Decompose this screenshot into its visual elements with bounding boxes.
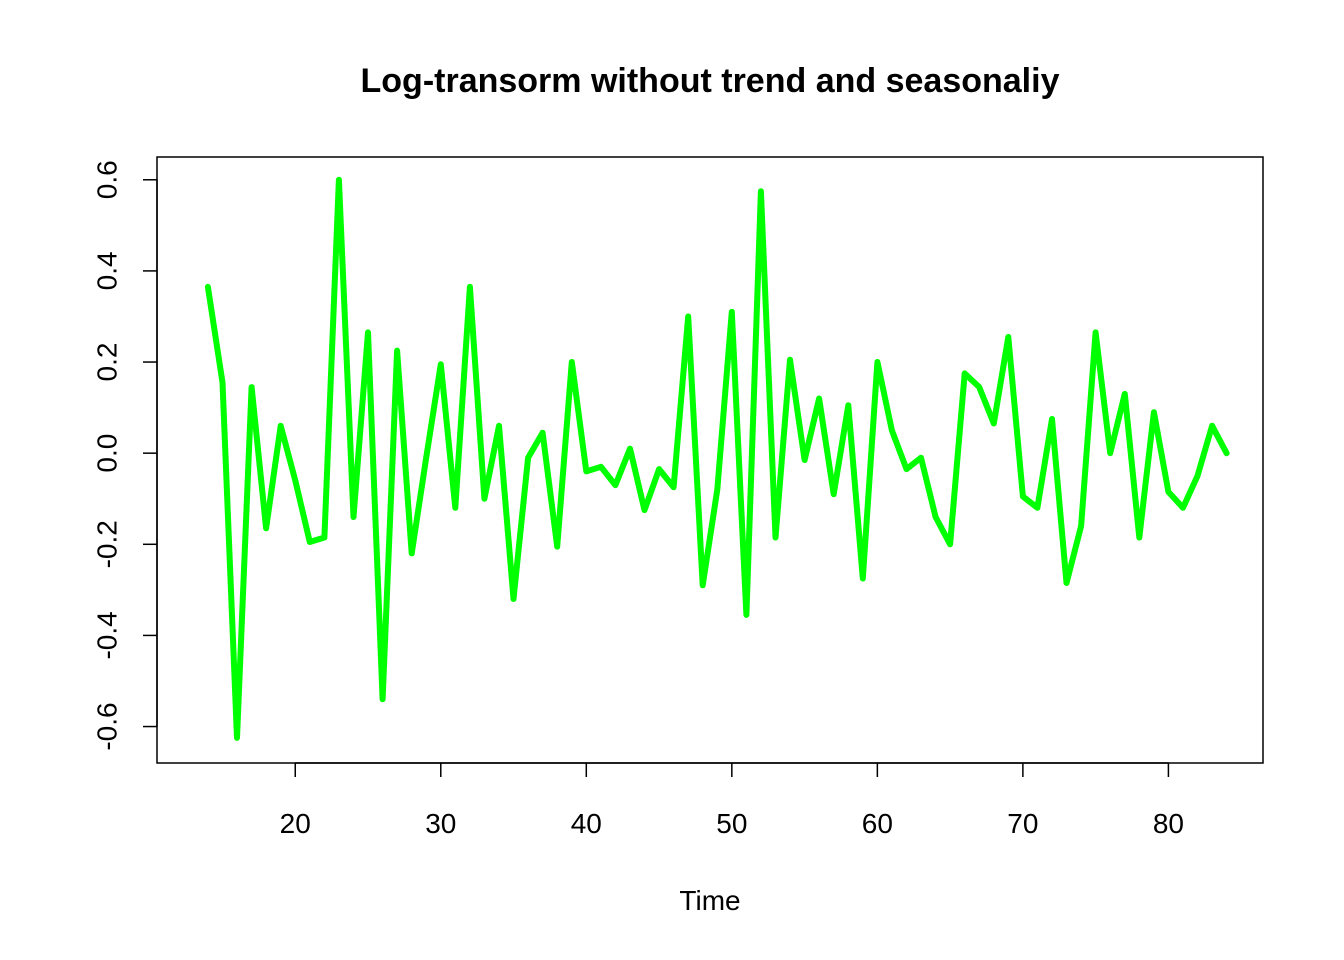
y-tick-label: 0.0	[91, 434, 122, 473]
chart-title: Log-transorm without trend and seasonali…	[361, 62, 1060, 100]
y-tick-label: 0.2	[91, 343, 122, 382]
y-tick-label: 0.6	[91, 160, 122, 199]
x-axis: 20 30 40 50 60 70 80	[280, 762, 1184, 839]
series-line	[204, 176, 1230, 741]
x-axis-label: Time	[679, 885, 740, 916]
x-tick-label: 80	[1153, 808, 1184, 839]
x-tick-label: 40	[571, 808, 602, 839]
plot-frame	[156, 156, 1264, 764]
y-tick-label: -0.4	[91, 611, 122, 659]
y-tick-label: 0.4	[91, 251, 122, 290]
y-tick-label: -0.6	[91, 702, 122, 750]
y-tick-label: -0.2	[91, 520, 122, 568]
x-tick-label: 20	[280, 808, 311, 839]
y-axis: -0.6 -0.4 -0.2 0.0 0.2 0.4 0.6	[91, 160, 158, 751]
x-tick-label: 60	[862, 808, 893, 839]
x-tick-label: 50	[716, 808, 747, 839]
x-tick-label: 70	[1007, 808, 1038, 839]
series-group	[204, 176, 1230, 741]
x-tick-label: 30	[425, 808, 456, 839]
